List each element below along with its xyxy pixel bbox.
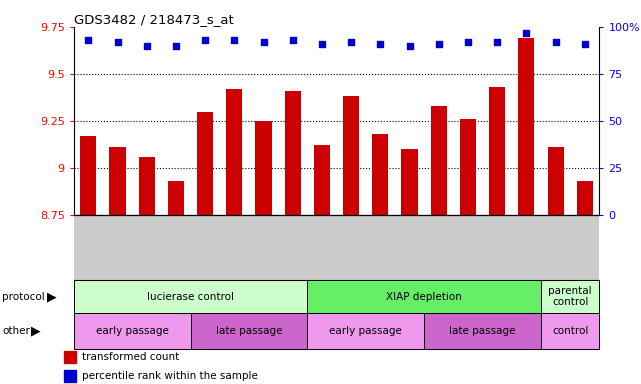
Bar — [307, 280, 541, 313]
Point — [288, 37, 298, 43]
Bar — [547, 147, 563, 215]
Bar — [110, 147, 126, 215]
Text: parental
control: parental control — [548, 286, 592, 308]
Point — [521, 30, 531, 36]
Bar — [74, 280, 307, 313]
Point — [229, 37, 240, 43]
Text: late passage: late passage — [215, 326, 282, 336]
Point — [404, 43, 415, 49]
Text: early passage: early passage — [96, 326, 169, 336]
Bar — [190, 313, 307, 349]
Bar — [314, 146, 330, 215]
Text: GDS3482 / 218473_s_at: GDS3482 / 218473_s_at — [74, 13, 233, 26]
Bar — [401, 149, 417, 215]
Point — [83, 37, 94, 43]
Point — [258, 39, 269, 45]
Point — [200, 37, 210, 43]
Bar — [285, 91, 301, 215]
Text: transformed count: transformed count — [82, 353, 179, 362]
Text: control: control — [552, 326, 588, 336]
Point — [492, 39, 503, 45]
Text: late passage: late passage — [449, 326, 516, 336]
Text: XIAP depletion: XIAP depletion — [386, 291, 462, 302]
Bar — [489, 87, 505, 215]
Point — [142, 43, 152, 49]
Point — [346, 39, 356, 45]
Bar — [577, 181, 593, 215]
Point — [171, 43, 181, 49]
Bar — [80, 136, 96, 215]
Text: protocol: protocol — [2, 291, 45, 302]
Point — [579, 41, 590, 47]
Bar — [307, 313, 424, 349]
Bar — [256, 121, 272, 215]
Text: percentile rank within the sample: percentile rank within the sample — [82, 371, 258, 381]
Point — [375, 41, 385, 47]
Bar — [343, 96, 359, 215]
Text: early passage: early passage — [329, 326, 402, 336]
Bar — [541, 280, 599, 313]
Bar — [64, 351, 76, 363]
Bar — [168, 181, 184, 215]
Point — [317, 41, 327, 47]
Text: ▶: ▶ — [47, 290, 56, 303]
Bar — [541, 313, 599, 349]
Bar — [197, 111, 213, 215]
Text: other: other — [2, 326, 29, 336]
Bar — [431, 106, 447, 215]
Point — [463, 39, 473, 45]
Bar — [424, 313, 541, 349]
Text: ▶: ▶ — [31, 325, 40, 338]
Bar — [519, 38, 535, 215]
Bar — [460, 119, 476, 215]
Bar — [372, 134, 388, 215]
Point — [112, 39, 122, 45]
Bar — [74, 313, 190, 349]
Bar — [226, 89, 242, 215]
Point — [551, 39, 561, 45]
Text: lucierase control: lucierase control — [147, 291, 234, 302]
Bar — [138, 157, 154, 215]
Point — [433, 41, 444, 47]
Bar — [64, 370, 76, 382]
